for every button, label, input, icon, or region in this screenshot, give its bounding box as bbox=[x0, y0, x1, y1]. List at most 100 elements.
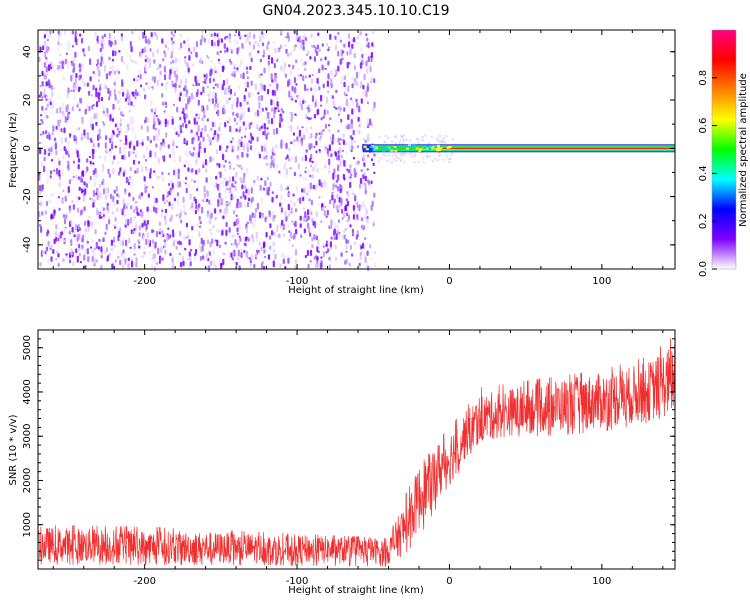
spectrogram-cell bbox=[95, 259, 98, 263]
spectrogram-cell bbox=[243, 81, 246, 89]
spectrogram-cell bbox=[72, 175, 75, 179]
spectrogram-cell bbox=[219, 209, 222, 213]
spectrogram-cell bbox=[337, 234, 340, 239]
spectrogram-cell bbox=[144, 66, 148, 72]
spectrogram-cell bbox=[271, 253, 274, 256]
spectrogram-cell bbox=[133, 78, 136, 82]
spectrogram-cell bbox=[174, 82, 177, 89]
spectrogram-cell bbox=[351, 99, 354, 106]
spectrogram-cell bbox=[208, 91, 211, 98]
tone-speckle bbox=[393, 146, 397, 149]
spectrogram-cell bbox=[238, 201, 241, 209]
snr-frame bbox=[37, 329, 676, 570]
spectrogram-cell bbox=[343, 234, 346, 240]
spectrogram-cell bbox=[49, 101, 52, 106]
spectrogram-cell bbox=[96, 64, 99, 71]
spectrogram-cell bbox=[299, 74, 302, 77]
spectrogram-cell bbox=[128, 109, 131, 113]
spectrogram-cell bbox=[163, 65, 166, 73]
spectrogram-cell bbox=[68, 242, 71, 245]
spectrogram-cell bbox=[64, 116, 67, 123]
spectrogram-cell bbox=[173, 239, 176, 246]
spectrogram-cell bbox=[40, 226, 43, 233]
spectrogram-cell bbox=[75, 73, 78, 79]
spectrogram-cell bbox=[176, 192, 179, 197]
spectrogram-cell bbox=[353, 241, 357, 245]
spectrogram-cell bbox=[291, 244, 294, 247]
spectrogram-cell bbox=[197, 125, 200, 132]
spectrogram-cell bbox=[99, 192, 102, 199]
spectrogram-cell bbox=[275, 127, 278, 135]
spectrogram-cell bbox=[343, 75, 346, 81]
spectrogram-cell bbox=[316, 168, 319, 173]
spectrogram-cell bbox=[309, 157, 312, 163]
spectrogram-cell bbox=[303, 84, 307, 91]
spectrogram-cell bbox=[250, 187, 253, 194]
spectrogram-cell bbox=[118, 133, 121, 136]
spectrogram-cell bbox=[325, 243, 328, 247]
spectrogram-cell bbox=[44, 250, 47, 255]
spectrogram-cell bbox=[167, 172, 170, 176]
spectrogram-cell bbox=[334, 174, 337, 178]
spectrogram-cell bbox=[341, 57, 344, 61]
spectrogram-cell bbox=[61, 60, 64, 65]
spectrogram-cell bbox=[145, 145, 148, 151]
spectrogram-cell bbox=[325, 251, 328, 254]
spectrogram-cell bbox=[159, 70, 162, 76]
spectrogram-cell bbox=[173, 41, 176, 45]
spectrogram-cell bbox=[58, 120, 61, 126]
spectrogram-cell bbox=[218, 171, 221, 175]
spectrogram-cell bbox=[41, 96, 44, 99]
spectrogram-cell bbox=[95, 121, 98, 126]
spectrogram-cell bbox=[356, 145, 359, 148]
spectrogram-cell bbox=[175, 171, 178, 174]
spectrogram-cell bbox=[208, 199, 211, 205]
spectrogram-cell bbox=[306, 106, 309, 110]
snr-series-line bbox=[37, 338, 676, 567]
spectrogram-cell bbox=[245, 227, 248, 234]
spectrogram-cell bbox=[213, 32, 216, 37]
spectrogram-cell bbox=[206, 198, 209, 203]
spectrogram-cell bbox=[44, 55, 47, 58]
spectrogram-cell bbox=[139, 84, 143, 88]
spectrogram-cell bbox=[120, 262, 123, 265]
x-tick-label: 100 bbox=[592, 276, 611, 287]
spectrogram-cell bbox=[215, 175, 218, 180]
spectrogram-cell bbox=[217, 58, 220, 62]
spectrogram-cell bbox=[279, 263, 282, 269]
spectrogram-cell bbox=[365, 91, 368, 97]
spectrogram-cell bbox=[367, 265, 370, 271]
x-tick-label: 100 bbox=[592, 576, 611, 587]
spectrogram-cell bbox=[280, 194, 283, 199]
spectrogram-cell bbox=[184, 211, 187, 216]
spectrogram-cell bbox=[337, 137, 340, 143]
spectrogram-cell bbox=[101, 60, 105, 64]
spectrogram-cell bbox=[329, 136, 332, 142]
spectrogram-cell bbox=[345, 204, 348, 212]
spectrogram-cell bbox=[305, 149, 308, 153]
spectrogram-cell bbox=[78, 243, 81, 249]
spectrogram-cell bbox=[157, 138, 160, 142]
spectrogram-cell bbox=[232, 176, 235, 182]
spectrogram-cell bbox=[202, 81, 205, 84]
spectrogram-cell bbox=[162, 194, 165, 201]
spectrogram-cell bbox=[263, 265, 266, 269]
spectrogram-cell bbox=[353, 210, 356, 215]
spectrogram-cell bbox=[350, 97, 353, 101]
spectrogram-cell bbox=[248, 256, 251, 260]
spectrogram-cell bbox=[106, 150, 109, 155]
spectrogram-cell bbox=[128, 151, 131, 158]
spectrogram-cell bbox=[330, 153, 333, 158]
spectrogram-cell bbox=[352, 129, 355, 136]
spectrogram-cell bbox=[209, 136, 213, 140]
spectrogram-cell bbox=[395, 154, 398, 157]
spectrogram-cell bbox=[130, 101, 133, 106]
spectrogram-cell bbox=[313, 234, 316, 240]
y-tick-label: 5000 bbox=[22, 335, 33, 360]
spectrogram-cell bbox=[153, 206, 156, 212]
spectrogram-cell bbox=[257, 50, 260, 54]
spectrogram-cell bbox=[365, 60, 368, 67]
spectrogram-cell bbox=[187, 183, 190, 188]
spectrogram-cell bbox=[58, 207, 61, 211]
spectrogram-cell bbox=[296, 197, 300, 202]
